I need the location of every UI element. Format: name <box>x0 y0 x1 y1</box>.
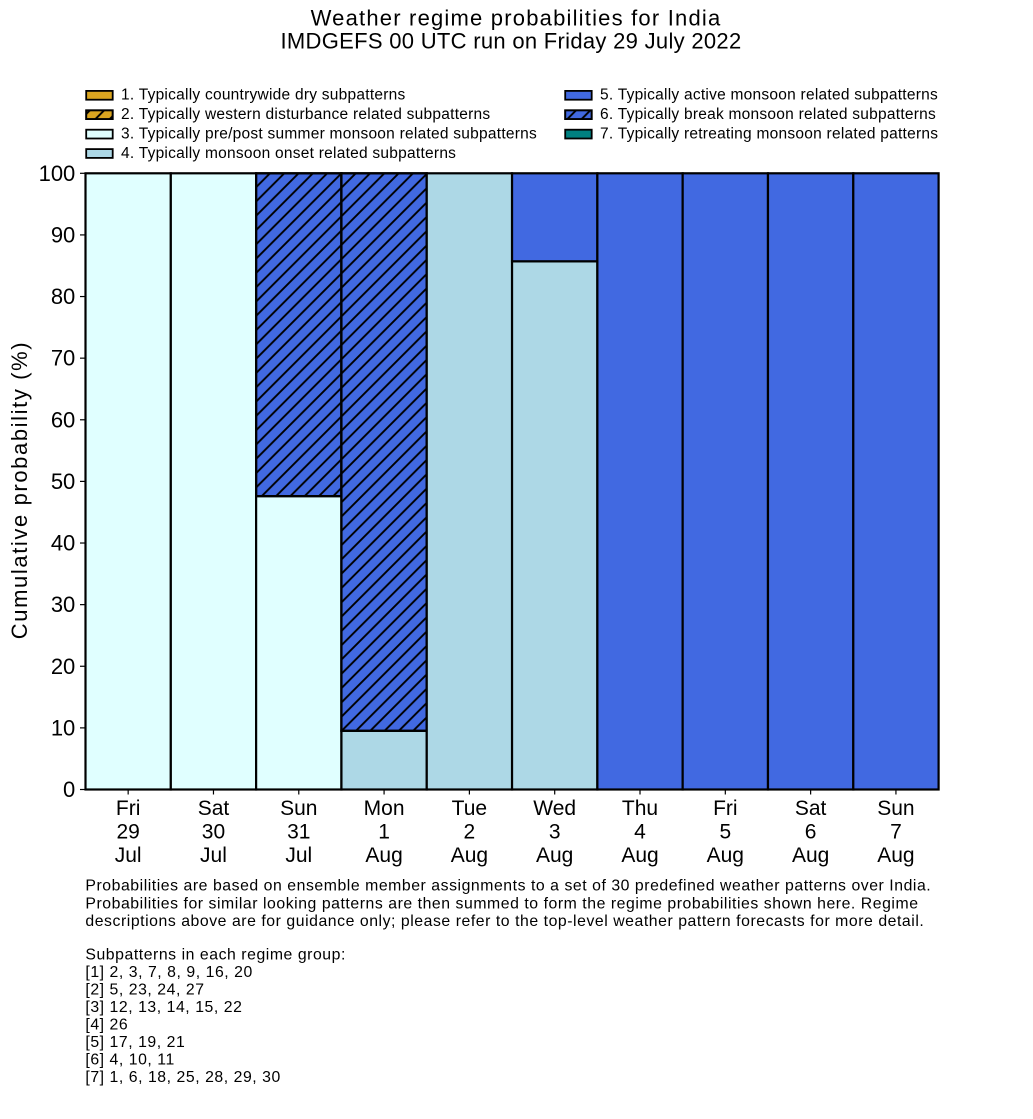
svg-text:Tue: Tue <box>452 797 487 820</box>
svg-text:Jul: Jul <box>115 844 142 867</box>
svg-text:30: 30 <box>202 820 225 843</box>
svg-text:[7] 1, 6, 18, 25, 28, 29, 30: [7] 1, 6, 18, 25, 28, 29, 30 <box>85 1069 280 1086</box>
svg-text:70: 70 <box>51 346 75 371</box>
svg-text:Sun: Sun <box>877 797 914 820</box>
svg-text:2. Typically western disturban: 2. Typically western disturbance related… <box>121 106 490 123</box>
svg-text:Aug: Aug <box>877 844 914 867</box>
svg-text:Thu: Thu <box>622 797 658 820</box>
svg-text:31: 31 <box>287 820 310 843</box>
svg-text:[4] 26: [4] 26 <box>85 1017 128 1034</box>
svg-text:5: 5 <box>719 820 731 843</box>
svg-text:4. Typically monsoon onset rel: 4. Typically monsoon onset related subpa… <box>121 145 456 162</box>
svg-text:30: 30 <box>51 592 75 617</box>
svg-text:Aug: Aug <box>365 844 402 867</box>
svg-text:[2] 5, 23, 24, 27: [2] 5, 23, 24, 27 <box>85 982 204 999</box>
svg-text:Sat: Sat <box>795 797 827 820</box>
svg-text:descriptions above are for gui: descriptions above are for guidance only… <box>85 913 924 930</box>
svg-text:5. Typically active monsoon re: 5. Typically active monsoon related subp… <box>600 87 938 104</box>
svg-text:Aug: Aug <box>621 844 658 867</box>
svg-text:6: 6 <box>805 820 817 843</box>
svg-text:Probabilities for similar look: Probabilities for similar looking patter… <box>85 895 918 912</box>
svg-text:10: 10 <box>51 715 75 740</box>
svg-text:Aug: Aug <box>536 844 573 867</box>
svg-text:Mon: Mon <box>364 797 405 820</box>
svg-text:40: 40 <box>51 531 75 556</box>
svg-text:60: 60 <box>51 407 75 432</box>
svg-text:1. Typically countrywide dry s: 1. Typically countrywide dry subpatterns <box>121 87 406 104</box>
svg-text:6. Typically break monsoon rel: 6. Typically break monsoon related subpa… <box>600 106 936 123</box>
svg-text:4: 4 <box>634 820 646 843</box>
svg-text:Jul: Jul <box>200 844 227 867</box>
svg-text:0: 0 <box>63 777 75 802</box>
svg-text:Weather regime probabilities f: Weather regime probabilities for India <box>311 5 722 30</box>
svg-text:3: 3 <box>549 820 561 843</box>
svg-text:[5] 17, 19, 21: [5] 17, 19, 21 <box>85 1034 185 1051</box>
svg-text:80: 80 <box>51 284 75 309</box>
svg-text:7: 7 <box>890 820 902 843</box>
svg-text:Aug: Aug <box>451 844 488 867</box>
svg-text:Jul: Jul <box>285 844 312 867</box>
svg-text:Cumulative probability (%): Cumulative probability (%) <box>7 341 32 639</box>
svg-text:29: 29 <box>116 820 139 843</box>
svg-text:100: 100 <box>39 161 76 186</box>
svg-text:[6] 4, 10, 11: [6] 4, 10, 11 <box>85 1052 174 1069</box>
svg-text:Probabilities are based on ens: Probabilities are based on ensemble memb… <box>85 877 931 894</box>
svg-text:Wed: Wed <box>533 797 576 820</box>
svg-text:50: 50 <box>51 469 75 494</box>
svg-text:90: 90 <box>51 222 75 247</box>
svg-text:20: 20 <box>51 654 75 679</box>
svg-text:[3] 12, 13, 14, 15, 22: [3] 12, 13, 14, 15, 22 <box>85 999 242 1016</box>
svg-text:Sat: Sat <box>198 797 230 820</box>
svg-text:Fri: Fri <box>116 797 141 820</box>
svg-text:Sun: Sun <box>280 797 317 820</box>
svg-text:Aug: Aug <box>792 844 829 867</box>
svg-text:3. Typically pre/post summer m: 3. Typically pre/post summer monsoon rel… <box>121 125 537 142</box>
svg-text:[1] 2, 3, 7, 8, 9, 16, 20: [1] 2, 3, 7, 8, 9, 16, 20 <box>85 964 252 981</box>
svg-text:Subpatterns in each regime gro: Subpatterns in each regime group: <box>85 947 346 964</box>
svg-text:Aug: Aug <box>707 844 744 867</box>
svg-text:7. Typically retreating monsoo: 7. Typically retreating monsoon related … <box>600 125 938 142</box>
svg-text:1: 1 <box>378 820 390 843</box>
svg-text:Fri: Fri <box>713 797 738 820</box>
svg-text:2: 2 <box>464 820 476 843</box>
svg-text:IMDGEFS 00 UTC run on Friday 2: IMDGEFS 00 UTC run on Friday 29 July 202… <box>280 28 741 53</box>
